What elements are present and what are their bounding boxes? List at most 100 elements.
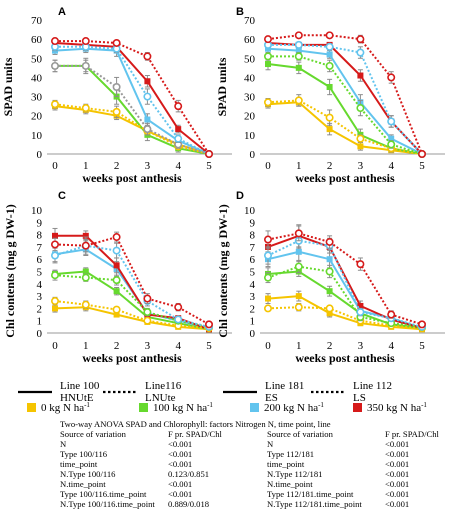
anova-right-source: Type 112/181.time_point xyxy=(267,489,354,500)
anova-left-source: Type 100/116 xyxy=(60,449,108,460)
y-tick-label: 0 xyxy=(37,328,43,340)
data-point xyxy=(295,248,302,255)
data-point xyxy=(174,315,183,324)
nitrogen-legend-item: 100 kg N ha-1 xyxy=(139,401,213,414)
anova-right-source: N xyxy=(267,439,274,450)
anova-left-fpr: 0.889/0.018 xyxy=(168,499,210,510)
series-dotted-100kgN xyxy=(263,52,426,159)
anova-left-header-source: Source of variation xyxy=(60,429,126,440)
y-tick-label: 4 xyxy=(250,279,256,291)
data-point xyxy=(417,150,426,159)
series-solid-200kgN xyxy=(52,44,212,157)
y-tick-label: 60 xyxy=(31,34,43,46)
anova-right-fpr: <0.001 xyxy=(385,449,410,460)
data-point xyxy=(112,107,121,116)
data-point xyxy=(326,84,333,90)
data-point xyxy=(388,135,395,142)
line-legend-sublabel: LS xyxy=(353,392,366,404)
anova-left-source: time_point xyxy=(60,459,98,470)
nitrogen-legend-label: 350 kg N ha-1 xyxy=(367,401,427,414)
data-point xyxy=(81,61,90,70)
anova-left-fpr: 0.123/0.851 xyxy=(168,469,210,480)
series-line xyxy=(54,270,210,331)
y-axis-label: SPAD units xyxy=(1,57,15,116)
x-tick-label: 5 xyxy=(206,160,212,172)
y-tick-label: 3 xyxy=(250,291,256,303)
data-point xyxy=(50,251,59,260)
data-point xyxy=(81,37,90,46)
x-tick-label: 4 xyxy=(175,160,181,172)
y-tick-label: 60 xyxy=(244,34,256,46)
anova-right-header-source: Source of variation xyxy=(267,429,333,440)
data-point xyxy=(387,310,396,319)
series-line xyxy=(267,34,423,155)
data-point xyxy=(325,42,334,51)
series-solid-350kgN xyxy=(52,227,212,333)
series-solid-0kgN xyxy=(52,101,212,157)
data-point xyxy=(265,295,271,302)
series-line xyxy=(55,40,210,155)
series-solid-0kgN xyxy=(52,302,212,333)
line-legend-sublabel: ES xyxy=(265,392,278,404)
series-line xyxy=(267,306,423,330)
data-point xyxy=(112,38,121,47)
data-point xyxy=(205,320,214,329)
y-tick-label: 8 xyxy=(250,230,256,242)
series-dotted-350kgN xyxy=(50,37,214,159)
y-tick-label: 0 xyxy=(250,149,256,161)
data-point xyxy=(112,83,121,92)
data-point xyxy=(52,232,58,239)
data-point xyxy=(205,150,214,159)
data-point xyxy=(325,237,334,246)
data-point xyxy=(82,232,89,239)
y-tick-label: 70 xyxy=(31,15,43,27)
data-point xyxy=(263,98,272,107)
data-point xyxy=(387,140,396,149)
series-solid-350kgN xyxy=(265,39,425,157)
data-point xyxy=(50,297,59,306)
anova-right-source: N.Type 112/181 xyxy=(267,469,323,480)
x-tick-label: 0 xyxy=(265,340,271,352)
nitrogen-legend-text: 350 kg N ha xyxy=(367,402,421,414)
series-dotted-350kgN xyxy=(263,31,426,159)
data-point xyxy=(325,304,334,313)
x-tick-label: 5 xyxy=(206,340,212,352)
data-point xyxy=(143,308,152,317)
data-point xyxy=(357,72,364,79)
nitrogen-legend-label: 100 kg N ha-1 xyxy=(153,401,213,414)
y-axis-label: SPAD units xyxy=(215,57,229,116)
series-line xyxy=(267,99,423,155)
x-tick-label: 1 xyxy=(296,340,302,352)
anova-right-header-fpr: F pr. SPAD/Chl xyxy=(385,429,439,440)
series-dotted-200kgN xyxy=(50,42,214,159)
data-point xyxy=(263,251,272,260)
data-point xyxy=(356,48,365,57)
y-tick-label: 40 xyxy=(244,72,256,84)
line-legend-sublabel: LNUte xyxy=(145,392,176,404)
y-tick-label: 30 xyxy=(31,92,43,104)
x-tick-label: 0 xyxy=(52,340,58,352)
x-axis-label: weeks post anthesis xyxy=(82,351,182,365)
data-point xyxy=(326,126,333,133)
anova-right-fpr: <0.001 xyxy=(385,499,410,510)
series-solid-350kgN xyxy=(52,39,212,157)
data-point xyxy=(174,303,183,312)
anova-left-fpr: <0.001 xyxy=(168,479,193,490)
data-point xyxy=(263,304,272,313)
data-point xyxy=(52,305,58,312)
anova-right-source: time_point xyxy=(267,459,305,470)
y-tick-label: 10 xyxy=(31,130,43,142)
series-line xyxy=(54,235,210,326)
y-tick-label: 40 xyxy=(31,72,43,84)
series-line xyxy=(54,274,210,328)
line-legend-label: Line116 xyxy=(145,380,182,392)
y-axis-label: Chl contents (mg g DW-1) xyxy=(216,204,230,338)
x-tick-label: 1 xyxy=(296,160,302,172)
x-tick-label: 2 xyxy=(114,340,120,352)
anova-left-source: N xyxy=(60,439,67,450)
series-line xyxy=(267,234,423,330)
data-point xyxy=(112,305,121,314)
x-tick-label: 5 xyxy=(419,160,425,172)
data-point xyxy=(387,73,396,82)
